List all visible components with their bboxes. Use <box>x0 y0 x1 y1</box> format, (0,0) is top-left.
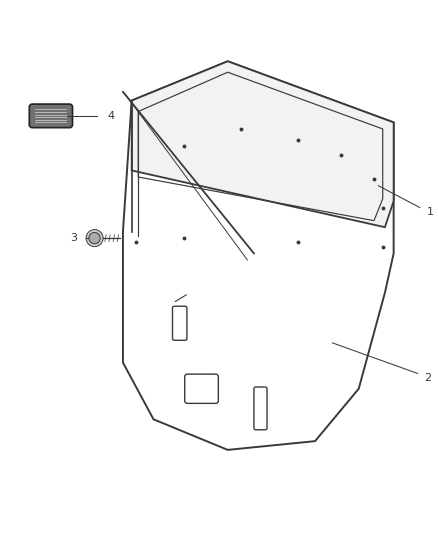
Text: 3: 3 <box>70 233 77 243</box>
Text: 2: 2 <box>424 373 431 383</box>
FancyBboxPatch shape <box>29 104 73 128</box>
Text: 1: 1 <box>426 207 433 217</box>
Circle shape <box>89 232 100 244</box>
Polygon shape <box>132 61 394 227</box>
Text: 4: 4 <box>108 111 115 121</box>
Circle shape <box>86 230 103 247</box>
